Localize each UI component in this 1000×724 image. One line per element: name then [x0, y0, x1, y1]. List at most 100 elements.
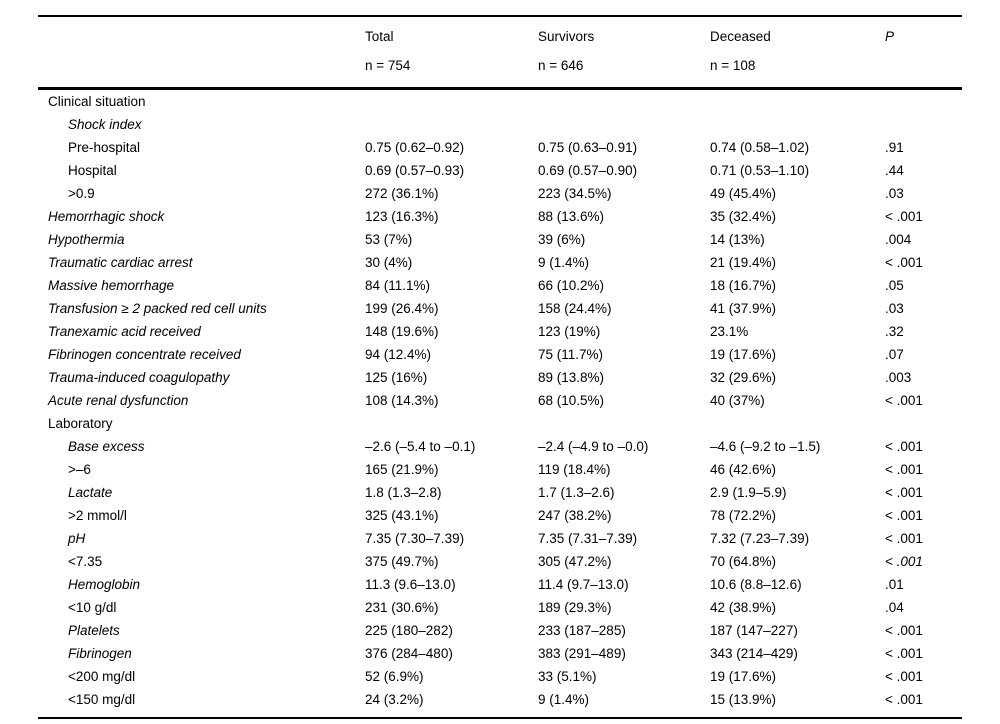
- cell-survivors: 39 (6%): [538, 232, 586, 247]
- row-label: Massive hemorrhage: [48, 278, 175, 293]
- table-bottom-rule: [38, 717, 962, 719]
- cell-total: 11.3 (9.6–13.0): [365, 577, 456, 592]
- cell-total: 225 (180–282): [365, 623, 453, 638]
- cell-p: < .001: [885, 255, 923, 270]
- table-row: Tranexamic acid received 148 (19.6%) 123 (…: [38, 320, 962, 343]
- row-label: Hemoglobin: [68, 577, 141, 592]
- table-header-rule: [38, 87, 962, 90]
- cell-survivors: 88 (13.6%): [538, 209, 605, 224]
- table-row: Lactate 1.8 (1.3–2.8) 1.7 (1.3–2.6) 2.9 (1.…: [38, 481, 962, 504]
- cell-deceased: 23.1%: [710, 324, 749, 339]
- cell-total: 376 (284–480): [365, 646, 453, 661]
- cell-survivors: –2.4 (–4.9 to –0.0): [538, 439, 649, 454]
- cell-survivors: 305 (47.2%): [538, 554, 612, 569]
- row-label: >–6: [68, 462, 91, 477]
- table-row: Hypothermia 53 (7%) 39 (6%) 14 (13%) .004: [38, 228, 962, 251]
- cell-p: < .001: [885, 692, 923, 707]
- row-label: Transfusion ≥ 2 packed red cell units: [48, 301, 267, 316]
- cell-total: 7.35 (7.30–7.39): [365, 531, 465, 546]
- column-header-p: P: [885, 29, 895, 44]
- cell-survivors: 383 (291–489): [538, 646, 626, 661]
- row-label: Clinical situation: [48, 94, 146, 109]
- cell-total: 108 (14.3%): [365, 393, 439, 408]
- table-row: Massive hemorrhage 84 (11.1%) 66 (10.2%) 18…: [38, 274, 962, 297]
- table-row: Hospital 0.69 (0.57–0.93) 0.69 (0.57–0.90)…: [38, 159, 962, 182]
- row-label: >2 mmol/l: [68, 508, 127, 523]
- cell-deceased: 18 (16.7%): [710, 278, 777, 293]
- table-row: Acute renal dysfunction 108 (14.3%) 68 (10…: [38, 389, 962, 412]
- cell-survivors: 233 (187–285): [538, 623, 626, 638]
- cell-p: .03: [885, 186, 904, 201]
- cell-survivors: 66 (10.2%): [538, 278, 605, 293]
- column-header-row: Total Survivors Deceased P: [38, 17, 962, 53]
- row-label: Base excess: [68, 439, 145, 454]
- cell-survivors: 75 (11.7%): [538, 347, 604, 362]
- table-row: pH 7.35 (7.30–7.39) 7.35 (7.31–7.39) 7.32 (…: [38, 527, 962, 550]
- cell-survivors: 247 (38.2%): [538, 508, 612, 523]
- cell-p: < .001: [885, 485, 923, 500]
- table-row: Traumatic cardiac arrest 30 (4%) 9 (1.4%) 2…: [38, 251, 962, 274]
- cell-p: < .001: [885, 669, 923, 684]
- row-label: Hospital: [68, 163, 117, 178]
- cell-deceased: 343 (214–429): [710, 646, 798, 661]
- row-label: Pre-hospital: [68, 140, 141, 155]
- cell-survivors: 223 (34.5%): [538, 186, 612, 201]
- cell-deceased: 78 (72.2%): [710, 508, 777, 523]
- cell-p: .91: [885, 140, 904, 155]
- cell-p: < .001: [885, 554, 923, 569]
- cell-deceased: 42 (38.9%): [710, 600, 777, 615]
- cell-total: 165 (21.9%): [365, 462, 439, 477]
- cell-deceased: –4.6 (–9.2 to –1.5): [710, 439, 821, 454]
- cell-deceased: 10.6 (8.8–12.6): [710, 577, 802, 592]
- cell-deceased: 32 (29.6%): [710, 370, 777, 385]
- row-label: pH: [68, 531, 86, 546]
- cell-p: .003: [885, 370, 912, 385]
- cell-total: 325 (43.1%): [365, 508, 439, 523]
- table-row: <7.35 375 (49.7%) 305 (47.2%) 70 (64.8%) < .…: [38, 550, 962, 573]
- cell-deceased: 0.71 (0.53–1.10): [710, 163, 810, 178]
- row-label: Platelets: [68, 623, 120, 638]
- cell-p: .44: [885, 163, 904, 178]
- cell-deceased: 40 (37%): [710, 393, 765, 408]
- row-label: >0.9: [68, 186, 95, 201]
- cell-survivors: 189 (29.3%): [538, 600, 612, 615]
- table-row: Shock index: [38, 113, 962, 136]
- cell-p: < .001: [885, 531, 923, 546]
- table-row: Trauma-induced coagulopathy 125 (16%) 89 (…: [38, 366, 962, 389]
- cell-p: .004: [885, 232, 912, 247]
- cell-survivors: 158 (24.4%): [538, 301, 612, 316]
- subheader-total-n: n = 754: [365, 58, 411, 73]
- column-header-deceased: Deceased: [710, 29, 771, 44]
- cell-total: 0.75 (0.62–0.92): [365, 140, 465, 155]
- cell-deceased: 70 (64.8%): [710, 554, 777, 569]
- row-label: Fibrinogen concentrate received: [48, 347, 241, 362]
- cell-p: .03: [885, 301, 904, 316]
- row-label: <200 mg/dl: [68, 669, 136, 684]
- row-label: Shock index: [68, 117, 142, 132]
- cell-deceased: 14 (13%): [710, 232, 765, 247]
- table-row: Platelets 225 (180–282) 233 (187–285) 187 (…: [38, 619, 962, 642]
- table-row: >0.9 272 (36.1%) 223 (34.5%) 49 (45.4%) .03: [38, 182, 962, 205]
- cell-total: 84 (11.1%): [365, 278, 431, 293]
- cell-survivors: 119 (18.4%): [538, 462, 611, 477]
- table-row: >2 mmol/l 325 (43.1%) 247 (38.2%) 78 (72.2%…: [38, 504, 962, 527]
- cell-total: 199 (26.4%): [365, 301, 439, 316]
- column-header-total: Total: [365, 29, 394, 44]
- cell-survivors: 1.7 (1.3–2.6): [538, 485, 615, 500]
- cell-p: < .001: [885, 209, 923, 224]
- table-row: Fibrinogen 376 (284–480) 383 (291–489) 343 …: [38, 642, 962, 665]
- cell-total: 375 (49.7%): [365, 554, 439, 569]
- cell-survivors: 68 (10.5%): [538, 393, 605, 408]
- cell-deceased: 7.32 (7.23–7.39): [710, 531, 810, 546]
- table-row: <150 mg/dl 24 (3.2%) 9 (1.4%) 15 (13.9%) < .…: [38, 688, 962, 711]
- cell-survivors: 123 (19%): [538, 324, 601, 339]
- cell-total: 148 (19.6%): [365, 324, 439, 339]
- cell-survivors: 0.75 (0.63–0.91): [538, 140, 638, 155]
- table-row: Laboratory: [38, 412, 962, 435]
- cell-p: .04: [885, 600, 904, 615]
- cell-p: < .001: [885, 508, 923, 523]
- subheader-survivors-n: n = 646: [538, 58, 584, 73]
- cell-total: 53 (7%): [365, 232, 413, 247]
- cell-total: 52 (6.9%): [365, 669, 424, 684]
- row-label: Acute renal dysfunction: [48, 393, 189, 408]
